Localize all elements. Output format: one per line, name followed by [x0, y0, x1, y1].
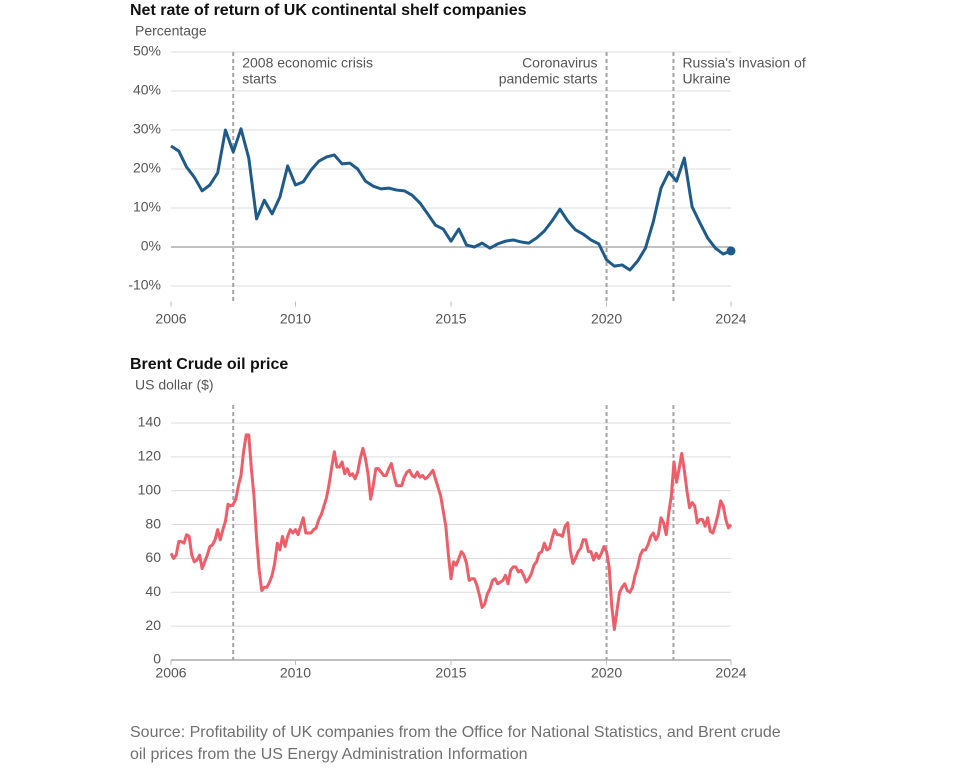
y-tick-label: 0% — [141, 238, 161, 254]
y-tick-label: 30% — [133, 121, 161, 137]
x-tick-label: 2015 — [435, 311, 466, 327]
x-tick-label: 2020 — [591, 311, 622, 327]
annotation: starts — [242, 71, 276, 87]
x-tick-label: 2015 — [435, 665, 466, 681]
y-tick-label: -10% — [128, 277, 161, 293]
y-tick-label: 100 — [138, 481, 162, 497]
y-tick-label: 120 — [138, 448, 162, 464]
y-tick-label: 60 — [145, 549, 161, 565]
x-tick-label: 2024 — [715, 665, 746, 681]
annotation: 2008 economic crisis — [242, 55, 373, 71]
x-tick-label: 2020 — [591, 665, 622, 681]
source-line: oil prices from the US Energy Administra… — [130, 746, 528, 763]
data-line — [169, 433, 733, 632]
chart-title: Brent Crude oil price — [130, 356, 288, 373]
y-tick-label: 140 — [138, 414, 162, 430]
y-tick-label: 20 — [145, 617, 161, 633]
x-tick-label: 2010 — [280, 665, 311, 681]
annotation: Ukraine — [682, 71, 730, 87]
y-tick-label: 50% — [133, 43, 161, 59]
annotation: pandemic starts — [499, 71, 598, 87]
y-tick-label: 40 — [145, 583, 161, 599]
y-axis-label: Percentage — [135, 23, 207, 39]
source-line: Source: Profitability of UK companies fr… — [130, 724, 781, 741]
x-tick-label: 2010 — [280, 311, 311, 327]
y-axis-label: US dollar ($) — [135, 377, 214, 393]
y-tick-label: 40% — [133, 82, 161, 98]
x-tick-label: 2006 — [155, 311, 186, 327]
y-tick-label: 80 — [145, 515, 161, 531]
data-line — [170, 127, 732, 272]
y-tick-label: 0 — [153, 651, 161, 667]
chart-title: Net rate of return of UK continental she… — [130, 2, 527, 19]
annotation: Russia's invasion of — [682, 55, 805, 71]
y-tick-label: 20% — [133, 160, 161, 176]
y-tick-label: 10% — [133, 199, 161, 215]
x-tick-label: 2006 — [155, 665, 186, 681]
x-tick-label: 2024 — [715, 311, 746, 327]
annotation: Coronavirus — [522, 55, 597, 71]
end-marker — [726, 246, 736, 256]
